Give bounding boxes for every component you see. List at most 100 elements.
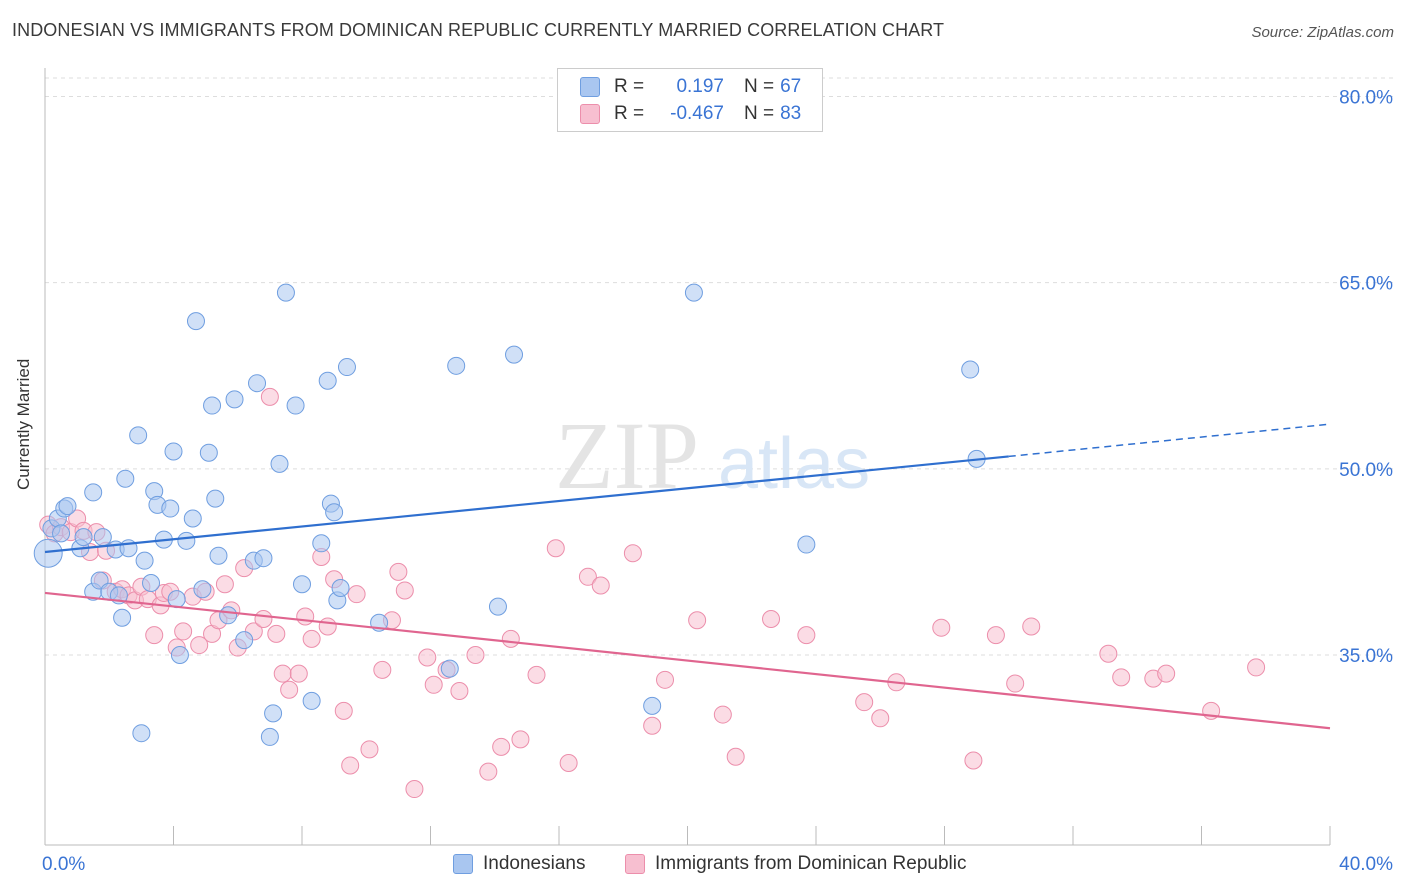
data-point-dominican [591,576,610,595]
data-point-indonesians [116,469,135,488]
data-point-dominican [964,751,983,770]
axes [44,68,1331,846]
data-point-dominican [373,660,392,679]
data-point-dominican [527,665,546,684]
data-point-dominican [1157,664,1176,683]
data-point-dominican [871,709,890,728]
legend-swatch-pink [625,854,645,874]
data-point-indonesians [961,360,980,379]
data-point-indonesians [440,659,459,678]
data-point-indonesians [93,528,112,547]
watermark-zip: ZIP [555,402,699,509]
data-point-dominican [260,387,279,406]
data-point-dominican [341,756,360,775]
data-point-indonesians [337,358,356,377]
x-tick-label: 40.0% [1339,854,1393,875]
data-point-dominican [254,610,273,629]
data-point-dominican [713,705,732,724]
y-tick-label: 50.0% [1339,460,1393,481]
data-point-dominican [492,737,511,756]
n-value: 83 [780,103,802,124]
trend-lines [44,423,1331,730]
series-indonesians-points [33,283,986,746]
tick-labels: 35.0% 50.0% 65.0% 80.0% 0.0% 40.0% [42,88,1393,876]
data-point-dominican [273,664,292,683]
data-point-indonesians [225,390,244,409]
data-point-indonesians [488,597,507,616]
data-point-dominican [643,716,662,735]
y-tick-label: 35.0% [1339,646,1393,667]
legend-swatch-blue [453,854,473,874]
data-point-indonesians [318,371,337,390]
legend-label: Immigrants from Dominican Republic [655,853,967,874]
data-point-indonesians [209,546,228,565]
data-point-dominican [450,681,469,700]
data-point-indonesians [193,580,212,599]
data-point-dominican [174,622,193,641]
data-point-indonesians [132,724,151,743]
stats-legend-row-indonesians: R = 0.197 N = 67 [580,74,801,100]
data-point-dominican [395,581,414,600]
data-point-dominican [726,747,745,766]
data-point-indonesians [643,696,662,715]
data-point-indonesians [58,497,77,516]
data-point-dominican [511,730,530,749]
data-point-dominican [546,539,565,558]
data-point-dominican [1022,617,1041,636]
data-point-dominican [215,575,234,594]
trend-line-indonesians-extension [1008,423,1331,458]
data-point-dominican [688,611,707,630]
data-point-dominican [466,646,485,664]
data-point-indonesians [254,549,273,568]
stats-legend-row-dominican: R = -0.467 N = 83 [580,101,801,127]
legend-swatch-blue [580,77,600,97]
data-point-dominican [289,664,308,683]
data-point-indonesians [164,442,183,461]
data-point-indonesians [84,483,103,502]
data-point-indonesians [260,727,279,746]
r-label: R = [614,76,645,97]
data-point-dominican [501,629,520,648]
data-point-indonesians [248,374,267,393]
data-point-indonesians [276,283,295,302]
data-point-dominican [347,585,366,604]
y-axis-label: Currently Married [14,358,33,490]
data-point-indonesians [206,489,225,508]
legend-item-dominican: Immigrants from Dominican Republic [625,852,967,876]
r-value: -0.467 [670,103,724,124]
data-point-indonesians [219,606,238,625]
n-label: N = [744,103,775,124]
trend-line-indonesians [44,455,1009,554]
data-point-dominican [623,544,642,563]
y-tick-label: 80.0% [1339,88,1393,109]
data-point-dominican [559,753,578,772]
data-point-dominican [318,617,337,636]
y-tick-label: 65.0% [1339,274,1393,295]
data-point-dominican [190,636,209,655]
chart-title: INDONESIAN VS IMMIGRANTS FROM DOMINICAN … [12,20,945,40]
data-point-dominican [1112,668,1131,687]
data-point-dominican [986,626,1005,645]
data-point-dominican [797,626,816,645]
data-point-indonesians [183,509,202,528]
data-point-indonesians [129,426,148,445]
data-point-dominican [389,562,408,581]
data-point-indonesians [74,528,93,547]
data-point-indonesians [325,503,344,522]
data-point-indonesians [135,551,154,570]
data-point-dominican [418,648,437,667]
data-point-indonesians [312,534,331,553]
data-point-indonesians [113,608,132,627]
data-point-indonesians [33,538,63,568]
data-point-dominican [296,607,315,626]
data-point-indonesians [177,531,196,550]
legend-swatch-pink [580,104,600,124]
watermark: ZIP atlas [555,402,870,509]
data-point-dominican [578,567,597,586]
data-point-indonesians [170,646,189,664]
legend-item-indonesians: Indonesians [453,852,585,876]
data-point-indonesians [186,312,205,331]
data-point-dominican [855,693,874,712]
data-point-dominican [267,624,286,643]
data-point-dominican [656,670,675,689]
